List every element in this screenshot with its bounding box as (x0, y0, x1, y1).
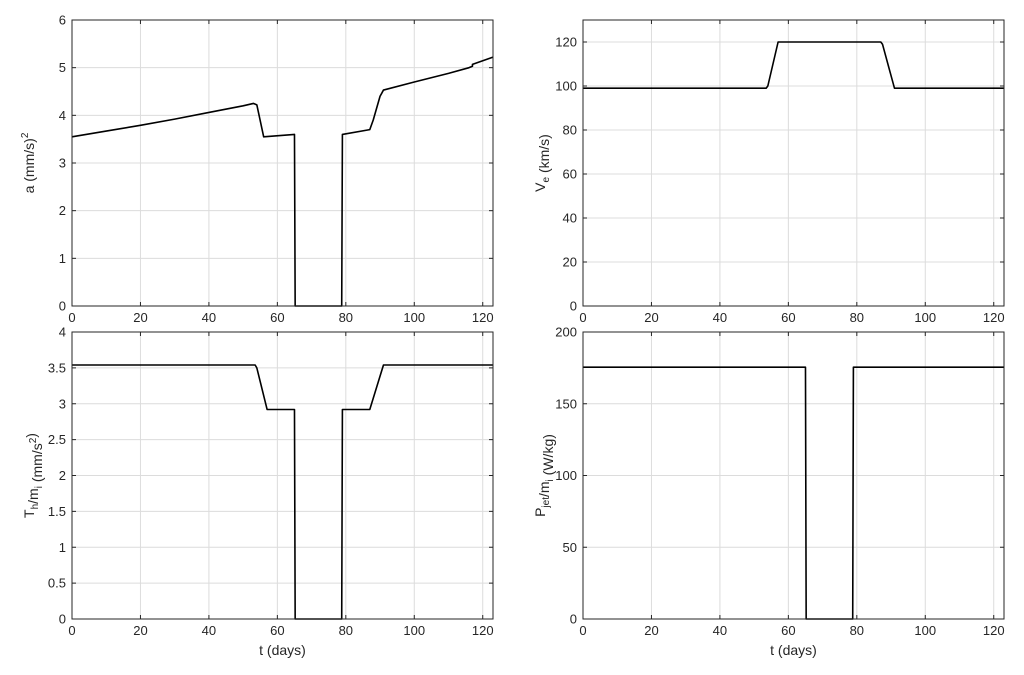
y-tick-label: 0 (59, 612, 66, 627)
y-tick-label: 50 (563, 540, 577, 555)
y-tick-label: 40 (563, 211, 577, 226)
x-tick-label: 100 (914, 310, 936, 325)
y-tick-label: 1.5 (48, 504, 66, 519)
panel-thrust-per-mass: 0 20 40 60 80 100 120 0 0.5 1 1.5 2 2.5 3 3.5 4 t (days)… (21, 325, 494, 659)
plot-area (582, 19, 1005, 307)
x-tick-label: 80 (339, 310, 353, 325)
x-tick-label: 20 (644, 623, 658, 638)
y-tick-label: 1 (59, 540, 66, 555)
x-tick-label: 20 (133, 623, 147, 638)
y-tick-label: 100 (555, 468, 577, 483)
x-tick-label: 60 (270, 310, 284, 325)
y-tick-label: 80 (563, 123, 577, 138)
x-tick-label: 120 (472, 310, 494, 325)
x-tick-label: 60 (781, 310, 795, 325)
x-tick-label: 40 (713, 623, 727, 638)
y-tick-label: 4 (59, 108, 66, 123)
y-tick-label: 0.5 (48, 576, 66, 591)
y-tick-label: 4 (59, 325, 66, 340)
y-axis-label: a (mm/s)2 (20, 132, 37, 193)
axes-frame (582, 19, 1005, 307)
x-tick-label: 120 (472, 623, 494, 638)
x-tick-label: 100 (403, 310, 425, 325)
y-tick-label: 2 (59, 203, 66, 218)
x-tick-label: 120 (983, 623, 1005, 638)
y-tick-label: 0 (570, 612, 577, 627)
x-tick-label: 0 (68, 310, 75, 325)
y-tick-label: 3.5 (48, 360, 66, 375)
y-axis-label: Th/mi (mm/s2) (21, 433, 45, 518)
y-tick-label: 1 (59, 251, 66, 266)
x-tick-label: 60 (781, 623, 795, 638)
x-tick-label: 0 (579, 310, 586, 325)
x-tick-label: 60 (270, 623, 284, 638)
x-tick-label: 80 (339, 623, 353, 638)
x-tick-label: 100 (914, 623, 936, 638)
series-line (583, 41, 1004, 89)
x-tick-label: 40 (713, 310, 727, 325)
x-tick-label: 0 (579, 623, 586, 638)
panel-jet-power-per-mass: 0 20 40 60 80 100 120 0 50 100 150 200 t (days) Pjet/… (532, 325, 1005, 659)
y-tick-label: 3 (59, 156, 66, 171)
x-axis-label: t (days) (259, 642, 306, 658)
y-tick-label: 60 (563, 167, 577, 182)
panel-acceleration: 0 20 40 60 80 100 120 0 1 2 3 4 5 6 a (mm/s)2 (20, 13, 494, 326)
x-tick-label: 0 (68, 623, 75, 638)
y-tick-label: 100 (555, 79, 577, 94)
x-axis-label: t (days) (770, 642, 817, 658)
y-tick-label: 150 (555, 396, 577, 411)
y-tick-label: 0 (570, 299, 577, 314)
y-tick-label: 200 (555, 325, 577, 340)
x-tick-label: 80 (850, 623, 864, 638)
panel-exhaust-velocity: 0 20 40 60 80 100 120 0 20 40 60 80 100 120 Ve (km/s) (532, 19, 1005, 325)
x-tick-label: 80 (850, 310, 864, 325)
y-tick-label: 2.5 (48, 432, 66, 447)
x-tick-label: 40 (202, 310, 216, 325)
y-axis-label: Ve (km/s) (532, 134, 552, 192)
x-tick-label: 100 (403, 623, 425, 638)
y-tick-label: 5 (59, 60, 66, 75)
y-tick-label: 6 (59, 13, 66, 28)
x-tick-label: 20 (133, 310, 147, 325)
x-tick-label: 20 (644, 310, 658, 325)
y-tick-label: 0 (59, 299, 66, 314)
y-tick-label: 20 (563, 255, 577, 270)
x-tick-label: 120 (983, 310, 1005, 325)
y-tick-label: 2 (59, 468, 66, 483)
y-tick-label: 3 (59, 396, 66, 411)
y-tick-label: 120 (555, 35, 577, 50)
x-tick-label: 40 (202, 623, 216, 638)
y-axis-label: Pjet/mi (W/kg) (532, 434, 556, 517)
